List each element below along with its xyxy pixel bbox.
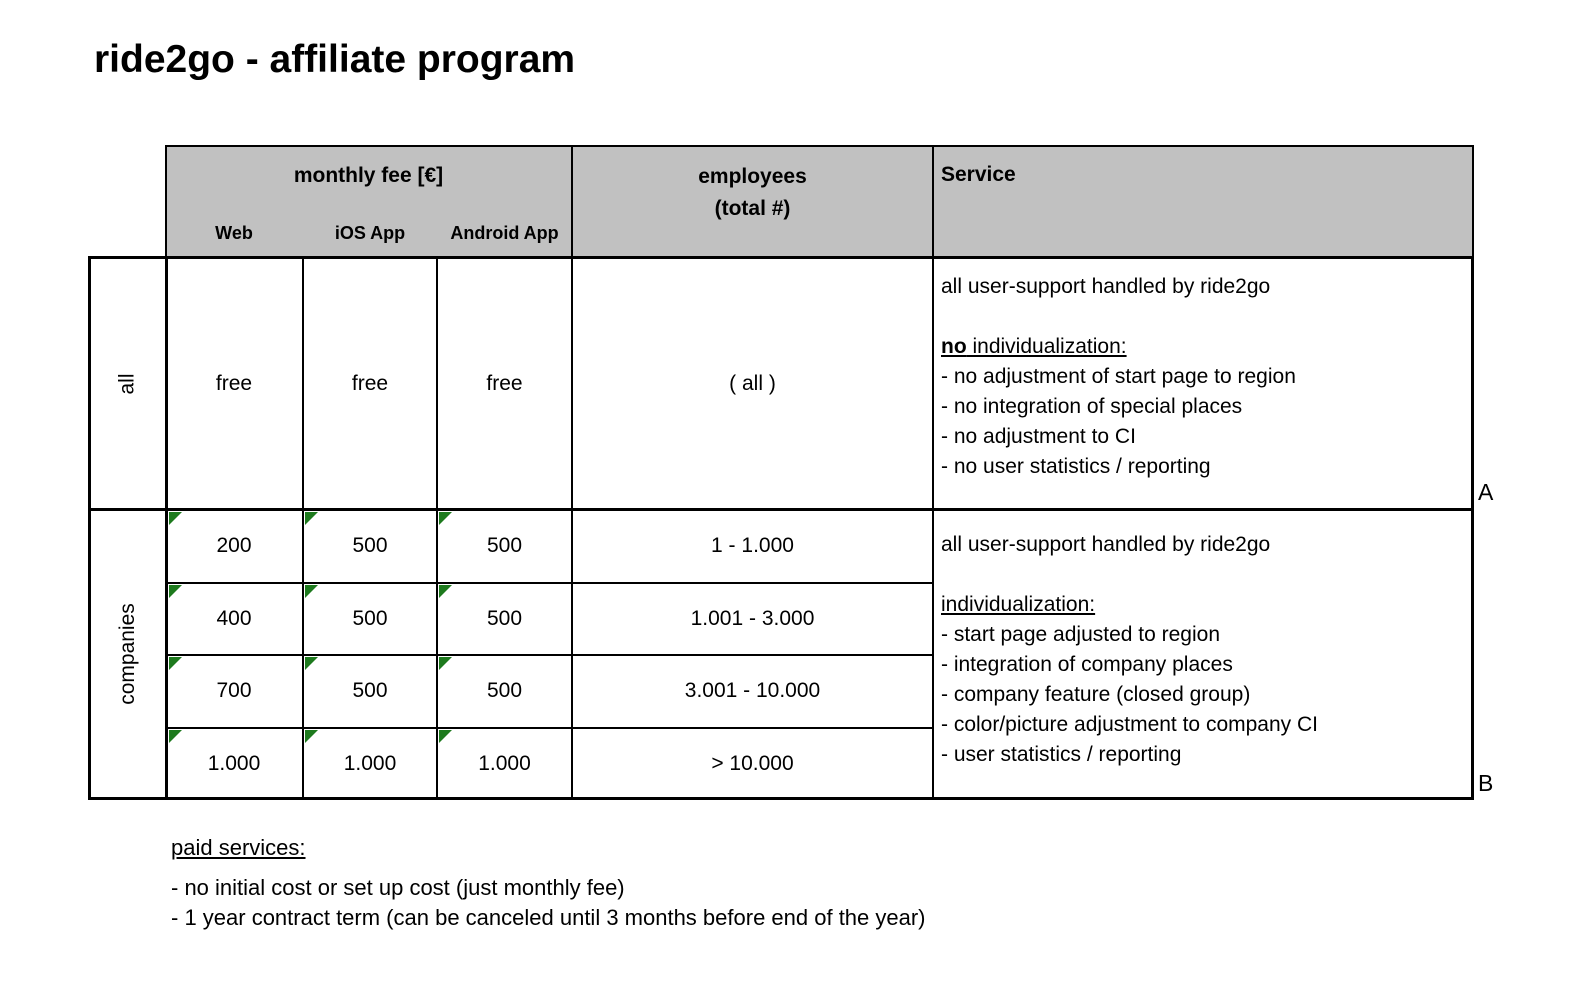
- cell-companies-r4-android: 1.000: [478, 752, 531, 775]
- note-corner-icon: [305, 730, 318, 743]
- cell-companies-r2-ios: 500: [352, 607, 388, 630]
- service-all-bullet: - no adjustment of start page to region: [941, 365, 1296, 388]
- divider-companies-row1-row2: [168, 582, 933, 584]
- cell-companies-r1-web: 200: [216, 534, 252, 557]
- service-all-bullet: - no adjustment to CI: [941, 425, 1136, 448]
- service-all-bullet: - no user statistics / reporting: [941, 455, 1211, 478]
- rowgroup-label-all-text: all: [115, 372, 139, 395]
- note-corner-icon: [169, 585, 182, 598]
- note-corner-icon: [439, 585, 452, 598]
- service-companies-bullet: - company feature (closed group): [941, 683, 1251, 706]
- service-companies-bullet: - start page adjusted to region: [941, 623, 1221, 646]
- cell-companies-r4-ios: 1.000: [343, 752, 397, 775]
- note-corner-icon: [305, 585, 318, 598]
- cell-companies-r1-employees: 1 - 1.000: [711, 534, 794, 557]
- cell-companies-r2-employees: 1.001 - 3.000: [690, 607, 815, 630]
- service-companies-heading: individualization:: [941, 593, 1096, 616]
- rowgroup-label-companies: companies: [91, 511, 165, 797]
- note-corner-icon: [439, 657, 452, 670]
- divider-web-ios: [302, 259, 304, 797]
- service-all-heading-bold: no: [941, 335, 967, 358]
- header-employees-line2: (total #): [714, 197, 791, 220]
- marker-a: A: [1478, 479, 1494, 505]
- service-companies-bullet: - integration of company places: [941, 653, 1233, 676]
- header-web: Web: [215, 223, 253, 243]
- rowgroup-label-all: all: [91, 259, 165, 508]
- header-employees-line1: employees: [698, 165, 807, 188]
- cell-companies-r3-ios: 500: [352, 679, 388, 702]
- table-header-background: [165, 145, 1474, 258]
- note-corner-icon: [305, 512, 318, 525]
- service-all-heading: no individualization:: [941, 332, 1466, 362]
- marker-b: B: [1478, 770, 1494, 796]
- header-service: Service: [941, 163, 1016, 186]
- header-employees: employees (total #): [572, 161, 933, 225]
- footer-heading: paid services:: [171, 835, 306, 860]
- divider-ios-android: [436, 259, 438, 797]
- rowgroup-label-companies-text: companies: [116, 603, 139, 705]
- service-companies-intro: all user-support handled by ride2go: [941, 533, 1271, 556]
- divider-android-employees: [571, 259, 573, 797]
- page-title: ride2go - affiliate program: [94, 38, 576, 81]
- divider-all-companies: [88, 508, 1474, 511]
- service-companies-bullet: - color/picture adjustment to company CI: [941, 713, 1318, 736]
- divider-companies-row2-row3: [168, 654, 933, 656]
- header-android-app: Android App: [450, 223, 559, 243]
- service-companies-bullet: - user statistics / reporting: [941, 743, 1182, 766]
- header-ios-app: iOS App: [334, 223, 406, 243]
- note-corner-icon: [169, 512, 182, 525]
- note-corner-icon: [305, 657, 318, 670]
- cell-companies-r2-web: 400: [216, 607, 252, 630]
- cell-companies-r3-android: 500: [486, 679, 523, 702]
- footer-note: - no initial cost or set up cost (just m…: [171, 875, 625, 900]
- cell-companies-r2-android: 500: [486, 607, 523, 630]
- service-all-intro: all user-support handled by ride2go: [941, 275, 1271, 298]
- service-all-heading-rest: individualization:: [966, 335, 1127, 358]
- note-corner-icon: [439, 730, 452, 743]
- cell-companies-r4-web: 1.000: [207, 752, 261, 775]
- cell-all-ios: free: [351, 372, 389, 395]
- cell-all-android: free: [486, 372, 523, 395]
- service-all-bullet: - no integration of special places: [941, 395, 1243, 418]
- cell-all-web: free: [215, 372, 253, 395]
- header-monthly-fee: monthly fee [€]: [293, 164, 444, 187]
- note-corner-icon: [439, 512, 452, 525]
- divider-companies-row3-row4: [168, 727, 933, 729]
- header-divider-employees-service: [932, 145, 934, 258]
- service-cell-all: all user-support handled by ride2go no i…: [941, 272, 1466, 482]
- cell-companies-r3-employees: 3.001 - 10.000: [684, 679, 821, 702]
- cell-companies-r4-employees: > 10.000: [711, 752, 794, 775]
- divider-rowlabel-column: [165, 259, 168, 797]
- cell-companies-r1-android: 500: [486, 534, 523, 557]
- service-cell-companies: all user-support handled by ride2go indi…: [941, 530, 1466, 770]
- note-corner-icon: [169, 730, 182, 743]
- cell-all-employees: ( all ): [729, 372, 776, 395]
- footer-note: - 1 year contract term (can be canceled …: [171, 905, 926, 930]
- cell-companies-r3-web: 700: [216, 679, 252, 702]
- note-corner-icon: [169, 657, 182, 670]
- header-divider-fee-employees: [571, 145, 573, 258]
- divider-employees-service: [932, 259, 934, 797]
- table-body-outline: [88, 256, 1474, 800]
- cell-companies-r1-ios: 500: [352, 534, 388, 557]
